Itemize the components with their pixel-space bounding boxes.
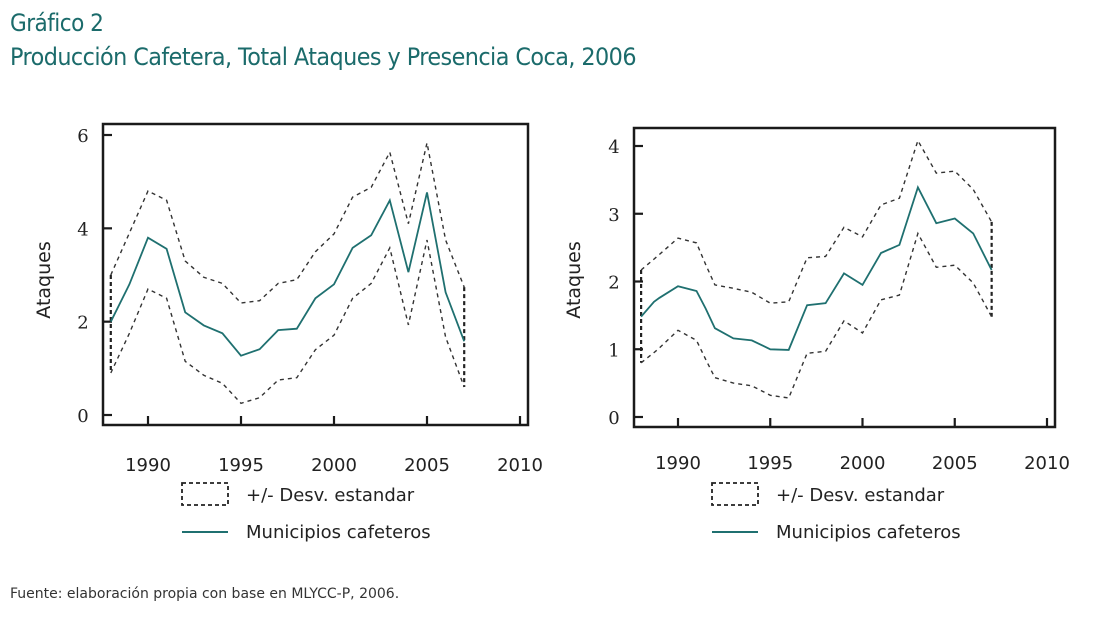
y-tick-label: 6 — [77, 126, 88, 147]
chart-left: Ataques 0 2 4 6 1990 1995 2000 2005 2010 +/- De… — [33, 122, 543, 543]
y-tick-label: 0 — [77, 406, 88, 427]
legend: +/- Desv. estandar Municipios cafeteros — [181, 482, 431, 543]
series-group — [639, 138, 993, 399]
series-line-municipios-cafeteros — [109, 192, 466, 357]
legend-label-std: +/- Desv. estandar — [776, 485, 945, 506]
series-line-municipios-cafeteros — [640, 184, 993, 351]
y-ticks: 0 1 2 3 4 — [608, 137, 643, 429]
series-line-upper-std — [110, 142, 465, 304]
x-tick-label: 2010 — [1024, 453, 1070, 474]
legend-dashed-box-icon — [181, 482, 229, 506]
plot-frame — [632, 126, 1057, 429]
x-tick-label: 2005 — [404, 455, 450, 476]
x-tick-label: 2000 — [840, 453, 886, 474]
x-tick-label: 2000 — [311, 455, 357, 476]
legend-label-mean: Municipios cafeteros — [776, 522, 961, 543]
figure-label: Gráfico 2 — [10, 9, 104, 37]
legend-dashed-box-icon — [711, 482, 759, 506]
series-line-lower-std — [110, 239, 465, 405]
legend-label-mean: Municipios cafeteros — [246, 522, 431, 543]
figure-title: Producción Cafetera, Total Ataques y Pre… — [10, 43, 637, 71]
x-tick-label: 1990 — [655, 453, 701, 474]
plot-frame — [101, 122, 530, 427]
legend-label-std: +/- Desv. estandar — [246, 485, 415, 506]
chart-right: Ataques 0 1 2 3 4 1990 1995 2000 2005 2010 +/- D… — [563, 126, 1070, 543]
figure-header: Gráfico 2 Producción Cafetera, Total Ata… — [10, 6, 683, 74]
series-line-lower-std — [640, 231, 993, 399]
y-tick-label: 3 — [608, 205, 619, 226]
x-tick-label: 1995 — [218, 455, 264, 476]
series-group — [109, 142, 466, 405]
x-tick-label: 1990 — [125, 455, 171, 476]
y-tick-label: 0 — [608, 408, 619, 429]
y-axis-label: Ataques — [563, 241, 585, 318]
source-note: Fuente: elaboración propia con base en M… — [10, 586, 400, 602]
x-tick-label: 1995 — [747, 453, 793, 474]
y-tick-label: 2 — [77, 313, 88, 334]
x-tick-label: 2005 — [932, 453, 978, 474]
legend: +/- Desv. estandar Municipios cafeteros — [711, 482, 961, 543]
x-tick-label: 2010 — [497, 455, 543, 476]
series-line-upper-std — [640, 138, 993, 304]
y-tick-label: 1 — [608, 340, 619, 361]
y-tick-label: 4 — [77, 219, 88, 240]
y-tick-label: 2 — [608, 273, 619, 294]
x-ticks: 1990 1995 2000 2005 2010 — [125, 416, 543, 476]
y-axis-label: Ataques — [33, 241, 55, 318]
x-ticks: 1990 1995 2000 2005 2010 — [655, 418, 1070, 474]
y-ticks: 0 2 4 6 — [77, 126, 112, 427]
y-tick-label: 4 — [608, 137, 619, 158]
